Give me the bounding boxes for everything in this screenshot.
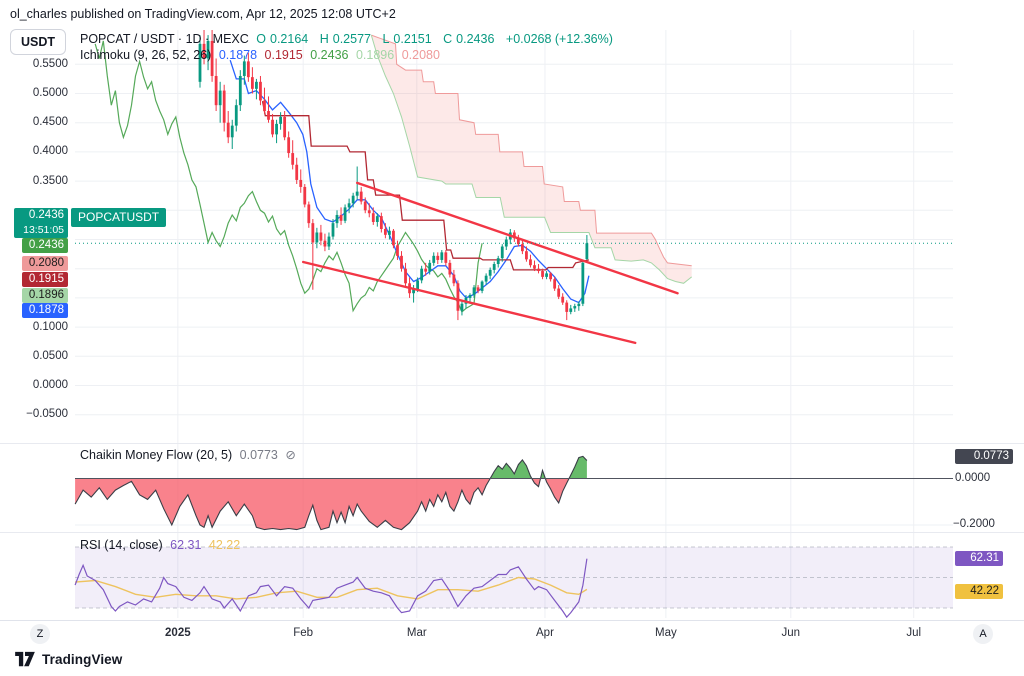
open-value: 0.2164 [270, 32, 309, 46]
publish-info: ol_charles published on TradingView.com,… [10, 7, 396, 21]
cmf-legend: Chaikin Money Flow (20, 5) 0.0773 ⊘ [80, 447, 300, 462]
price-axis-label: 0.0000 [32, 379, 68, 391]
ichimoku-lead1-value: 0.1896 [355, 48, 395, 62]
lead2-price-badge: 0.2080 [22, 256, 68, 271]
time-axis-label: Feb [293, 627, 314, 639]
last-price-badge: 0.2436 13:51:05 [14, 208, 68, 238]
ichimoku-base-value: 0.1915 [264, 48, 303, 62]
tradingview-logo-icon [15, 651, 35, 667]
time-axis-left-button[interactable]: Z [30, 624, 50, 644]
rsi-value: 62.31 [170, 538, 202, 552]
price-pane[interactable] [75, 26, 953, 345]
high-label: H [319, 32, 329, 46]
ichimoku-cloud [371, 35, 692, 284]
rsi-band [75, 547, 953, 608]
conversion-price-badge: 0.1878 [22, 303, 68, 318]
footer: TradingView [14, 651, 122, 668]
price-axis-label: 0.5500 [32, 57, 68, 70]
price-axis-label: 0.4500 [32, 116, 68, 129]
close-label: C [443, 32, 453, 46]
cmf-title: Chaikin Money Flow (20, 5) [80, 448, 233, 462]
currency-toggle-button[interactable]: USDT [10, 29, 66, 55]
ichimoku-legend: Ichimoku (9, 26, 52, 26) 0.1878 0.1915 0… [80, 48, 444, 62]
time-axis-label: Mar [406, 627, 427, 639]
rsi-ma-value-badge: 42.22 [955, 584, 1003, 599]
last-price-value: 0.2436 [28, 209, 64, 221]
symbol-legend: POPCAT / USDT · 1D · MEXC O 0.2164 H 0.257… [80, 32, 617, 46]
chikou-line [94, 40, 483, 313]
time-axis-right-button[interactable]: A [973, 624, 993, 644]
price-axis-label: 0.1000 [32, 320, 68, 333]
price-axis-label: −0.0500 [26, 408, 68, 421]
change-value: +0.0268 (+12.36%) [505, 32, 613, 46]
time-axis-label: Apr [536, 627, 554, 639]
rsi-legend: RSI (14, close) 62.31 42.22 [80, 538, 244, 552]
publish-bar: ol_charles published on TradingView.com,… [0, 0, 1024, 27]
time-axis[interactable]: Z A 2025 Feb Mar Apr May Jun Jul [0, 620, 1024, 648]
trendline[interactable] [301, 260, 637, 345]
ichimoku-conversion-value: 0.1878 [218, 48, 258, 62]
lead1-price-badge: 0.1896 [22, 288, 68, 303]
time-axis-label: Jul [906, 627, 922, 639]
cmf-value: 0.0773 [239, 448, 278, 462]
cmf-zero-label: 0.0000 [955, 472, 991, 484]
tradingview-brand: TradingView [42, 652, 123, 667]
base-line-price-badge: 0.1915 [22, 272, 68, 287]
cmf-negative-area [75, 478, 587, 530]
cmf-low-label: −0.2000 [953, 518, 995, 530]
trendline[interactable] [355, 181, 679, 295]
low-value: 0.2151 [393, 32, 432, 46]
price-axis-label: 0.4000 [32, 145, 68, 158]
bar-close-countdown: 13:51:05 [23, 224, 64, 236]
open-label: O [256, 32, 266, 46]
time-axis-label: Jun [781, 627, 801, 639]
cmf-value-badge: 0.0773 [955, 449, 1013, 464]
chart-canvas[interactable] [0, 0, 1024, 620]
senkou-b-line [371, 34, 692, 267]
price-axis-label: 0.3500 [32, 174, 68, 187]
cmf-line [74, 455, 588, 531]
time-axis-label: 2025 [165, 627, 191, 639]
price-axis-label: 0.5000 [32, 87, 68, 99]
rsi-title: RSI (14, close) [80, 538, 163, 552]
close-value: 0.2436 [456, 32, 495, 46]
symbol-tag: POPCATUSDT [71, 208, 167, 227]
high-value: 0.2577 [332, 32, 371, 46]
visibility-off-icon[interactable]: ⊘ [285, 448, 296, 462]
price-axis[interactable]: 0.5500 0.5000 0.4500 0.4000 0.3500 0.1000 0.05… [0, 0, 75, 620]
lagging-span-price-badge: 0.2436 [22, 238, 68, 253]
price-axis-label: 0.0500 [32, 349, 68, 362]
ichimoku-title: Ichimoku (9, 26, 52, 26) [80, 48, 212, 62]
kijun-line [261, 100, 590, 271]
grid [75, 30, 953, 618]
senkou-a-line [370, 34, 693, 284]
symbol-title: POPCAT / USDT · 1D · MEXC [80, 32, 249, 46]
low-label: L [382, 32, 390, 46]
rsi-value-badge: 62.31 [955, 551, 1003, 566]
rsi-line [74, 558, 588, 619]
time-axis-label: May [654, 627, 677, 639]
candles [198, 30, 589, 321]
ichimoku-lead2-value: 0.2080 [401, 48, 440, 62]
ichimoku-lagging-value: 0.2436 [310, 48, 349, 62]
rsi-ma-value: 42.22 [208, 538, 241, 552]
